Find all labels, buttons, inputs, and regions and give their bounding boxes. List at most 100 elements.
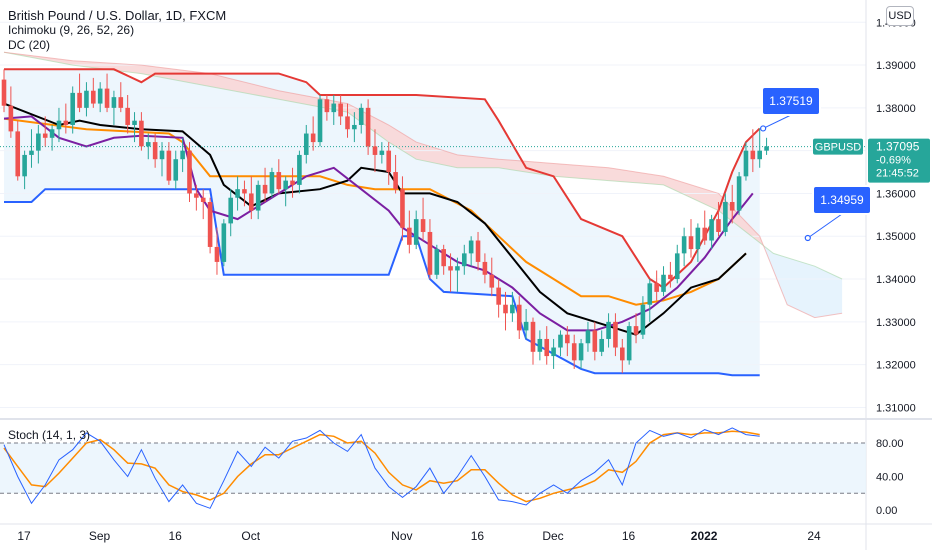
callout-value: 1.37519 xyxy=(769,94,813,108)
candle xyxy=(668,261,673,288)
candle xyxy=(152,133,158,168)
candle xyxy=(345,103,350,138)
candle xyxy=(674,244,680,284)
candle-body xyxy=(159,150,165,160)
candle-body xyxy=(324,99,330,113)
candle xyxy=(29,129,34,168)
candle xyxy=(15,120,21,181)
candle xyxy=(303,124,309,164)
candle-body xyxy=(661,274,666,292)
candle xyxy=(455,257,460,292)
candle xyxy=(118,82,124,113)
candle xyxy=(592,321,598,361)
candle-body xyxy=(503,304,508,314)
candle xyxy=(132,112,137,143)
candle-body xyxy=(200,197,206,203)
candle-body xyxy=(276,172,282,190)
candle xyxy=(496,279,501,318)
candle-body xyxy=(729,202,735,211)
candle xyxy=(681,227,687,267)
callout-leader xyxy=(807,213,843,239)
candle-body xyxy=(221,223,227,262)
callout-box xyxy=(761,86,821,116)
candle xyxy=(434,244,440,280)
candle xyxy=(173,150,179,190)
candle-body xyxy=(152,142,158,160)
candle-body xyxy=(56,120,62,130)
stoch-title[interactable]: Stoch (14, 1, 3) xyxy=(8,428,91,442)
candle-body xyxy=(242,189,247,194)
candle-body xyxy=(681,236,687,254)
candle-body xyxy=(530,321,536,352)
candle xyxy=(22,150,27,190)
candle-body xyxy=(654,283,659,292)
stoch-tick-label: 40.00 xyxy=(876,472,904,484)
stoch-pane: 80.00 40.00 0.00 xyxy=(0,427,904,517)
currency-button[interactable]: USD xyxy=(886,6,914,26)
donchian-fill xyxy=(4,69,760,376)
candle xyxy=(489,257,495,297)
candle xyxy=(84,82,89,117)
indicator-ichimoku[interactable]: Ichimoku (9, 26, 52, 26) xyxy=(8,23,135,37)
candle-body xyxy=(379,150,385,155)
candle xyxy=(585,321,591,352)
candle-body xyxy=(633,326,639,335)
donchian-lower-line xyxy=(4,188,760,377)
candle xyxy=(764,137,769,155)
symbol-title[interactable]: British Pound / U.S. Dollar, 1D, FXCM xyxy=(8,8,227,23)
candle xyxy=(104,73,110,113)
time-tick-label: Sep xyxy=(89,529,111,543)
candle-body xyxy=(537,338,543,352)
candle-body xyxy=(482,261,488,275)
candle xyxy=(166,142,172,185)
candle-body xyxy=(290,180,295,185)
stoch-k-line xyxy=(3,427,760,509)
indicator-donchian[interactable]: DC (20) xyxy=(8,38,51,52)
candle xyxy=(49,124,55,151)
candle-body xyxy=(36,133,41,151)
candle xyxy=(620,338,625,374)
candle-body xyxy=(283,180,288,190)
candle-body xyxy=(1,79,7,106)
candle-body xyxy=(620,347,625,361)
time-tick-label: Dec xyxy=(542,529,563,543)
candle-body xyxy=(613,321,618,348)
time-axis[interactable]: 17 Sep 16 Oct Nov 16 Dec 16 2022 24 xyxy=(17,529,821,543)
candle xyxy=(228,189,234,237)
candle-body xyxy=(132,120,137,125)
candle xyxy=(324,95,330,121)
candle xyxy=(647,279,653,322)
candle-body xyxy=(510,304,515,314)
candle-body xyxy=(42,133,48,138)
candle-body xyxy=(358,107,364,125)
candle xyxy=(310,116,316,151)
candle-body xyxy=(688,236,694,250)
time-tick-label: Oct xyxy=(241,529,260,543)
callout-anchor xyxy=(804,234,811,242)
candle-body xyxy=(166,150,172,181)
time-tick-label: 17 xyxy=(17,529,31,543)
candle-body xyxy=(523,321,529,331)
candle-body xyxy=(599,338,604,352)
candle xyxy=(372,129,378,173)
candle-body xyxy=(606,321,611,339)
candle xyxy=(283,176,288,207)
candle xyxy=(8,86,14,138)
candle xyxy=(537,330,543,361)
price-tick-label: 1.33000 xyxy=(876,317,916,329)
candle-body xyxy=(695,227,701,250)
candle-body xyxy=(647,283,653,305)
candle xyxy=(743,142,749,181)
candle-body xyxy=(558,334,563,348)
candle-body xyxy=(49,129,55,138)
candle xyxy=(338,95,343,125)
candle-body xyxy=(427,231,433,275)
candle xyxy=(475,231,481,271)
price-tick-label: 1.31000 xyxy=(876,402,916,414)
stoch-tick-label: 0.00 xyxy=(876,505,897,517)
candle-body xyxy=(139,120,144,147)
symbol-tag: GBPUSD xyxy=(815,142,862,154)
candle xyxy=(413,210,419,250)
candle-body xyxy=(8,105,14,132)
